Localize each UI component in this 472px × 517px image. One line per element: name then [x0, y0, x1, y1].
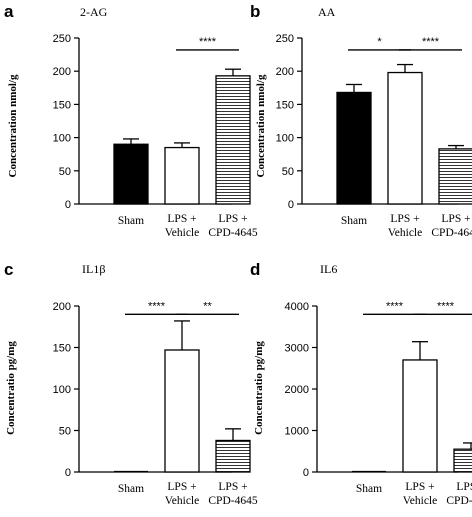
x-category-label: LPS + — [167, 213, 196, 225]
y-tick-label: 3000 — [285, 343, 309, 355]
y-tick-label: 100 — [53, 384, 71, 396]
bar — [438, 148, 472, 205]
y-tick-label: 0 — [65, 199, 71, 211]
panel-b: b AA Concentration nmol/g 0 50 100 150 200 25… — [250, 2, 472, 239]
y-tick-label: 100 — [276, 133, 294, 145]
bar — [215, 75, 251, 205]
y-tick-label: 200 — [53, 301, 71, 313]
y-tick-label: 50 — [59, 166, 71, 178]
x-category-label: Vehicle — [165, 227, 199, 239]
x-category-label: CPD-4645 — [208, 495, 257, 507]
y-tick-label: 250 — [276, 33, 294, 45]
panel-title-d: IL6 — [320, 262, 337, 276]
significance-label: **** — [148, 300, 166, 312]
x-category-label: CPD-4645 — [431, 227, 472, 239]
bar — [164, 349, 200, 473]
bar — [387, 71, 423, 205]
bar — [402, 359, 438, 473]
x-category-label: LPS + — [390, 213, 419, 225]
panel-title-b: AA — [318, 5, 336, 19]
bar — [453, 448, 472, 473]
y-tick-label: 150 — [53, 343, 71, 355]
y-tick-label: 50 — [59, 426, 71, 438]
y-tick-label: 0 — [65, 467, 71, 479]
x-category-label: Vehicle — [388, 227, 422, 239]
panel-d: d IL6 Concentratio pg/mg 0 1000 2000 3000 40… — [250, 260, 472, 507]
x-category-label: Vehicle — [403, 495, 437, 507]
y-tick-label: 0 — [288, 199, 294, 211]
y-tick-label: 50 — [282, 166, 294, 178]
x-category-label: LPS + — [456, 481, 472, 493]
significance-label: **** — [422, 36, 440, 48]
panel-title-c: IL1β — [82, 262, 105, 276]
x-category-label: Vehicle — [165, 495, 199, 507]
x-category-label: Sham — [356, 483, 382, 495]
y-tick-label: 150 — [53, 99, 71, 111]
y-axis-label-c: Concentratio pg/mg — [5, 341, 17, 435]
panel-letter-d: d — [250, 260, 260, 279]
x-category-label: LPS + — [405, 481, 434, 493]
significance-label: **** — [199, 36, 217, 48]
x-category-label: LPS + — [167, 481, 196, 493]
x-category-label: LPS + — [218, 213, 247, 225]
x-category-label: LPS + — [218, 481, 247, 493]
y-axis-label-a: Concentration nmol/g — [7, 74, 19, 177]
y-tick-label: 100 — [53, 133, 71, 145]
panel-title-a: 2-AG — [80, 5, 108, 19]
x-category-label: CPD-4645 — [446, 495, 472, 507]
y-axis-label-d: Concentratio pg/mg — [253, 341, 265, 435]
marks-b: 0 50 100 150 200 250 Sham LPS + Vehicle LPS + CPD-… — [276, 33, 472, 239]
panel-letter-a: a — [4, 2, 14, 21]
y-tick-label: 1000 — [285, 426, 309, 438]
significance-label: * — [377, 36, 382, 48]
significance-label: ** — [203, 300, 212, 312]
x-category-label: Sham — [341, 215, 367, 227]
y-tick-label: 4000 — [285, 301, 309, 313]
x-category-label: Sham — [118, 483, 144, 495]
y-tick-label: 200 — [53, 66, 71, 78]
panel-a: a 2-AG Concentration nmol/g 0 50 100 150 200… — [4, 2, 258, 239]
y-axis-label-b: Concentration nmol/g — [255, 74, 267, 177]
bar — [113, 143, 149, 205]
y-tick-label: 250 — [53, 33, 71, 45]
marks-a: 0 50 100 150 200 250 Sham LPS + Vehicle LPS + CPD-… — [53, 33, 258, 239]
y-tick-label: 2000 — [285, 384, 309, 396]
panel-letter-c: c — [4, 260, 13, 279]
bar — [164, 146, 200, 205]
x-category-label: LPS + — [441, 213, 470, 225]
marks-d: 0 1000 2000 3000 4000 Sham LPS + Vehicle LPS + CP… — [285, 300, 472, 507]
y-tick-label: 0 — [303, 467, 309, 479]
y-tick-label: 200 — [276, 66, 294, 78]
panel-letter-b: b — [250, 2, 260, 21]
panel-c: c IL1β Concentratio pg/mg 0 50 100 150 200 Sh… — [4, 260, 258, 507]
y-tick-label: 150 — [276, 99, 294, 111]
marks-c: 0 50 100 150 200 Sham LPS + Vehicle LPS + CPD-464… — [53, 300, 258, 507]
significance-label: **** — [386, 300, 404, 312]
x-category-label: CPD-4645 — [208, 227, 257, 239]
x-category-label: Sham — [118, 215, 144, 227]
significance-label: **** — [437, 300, 455, 312]
bar — [336, 91, 372, 205]
bar — [215, 439, 251, 473]
